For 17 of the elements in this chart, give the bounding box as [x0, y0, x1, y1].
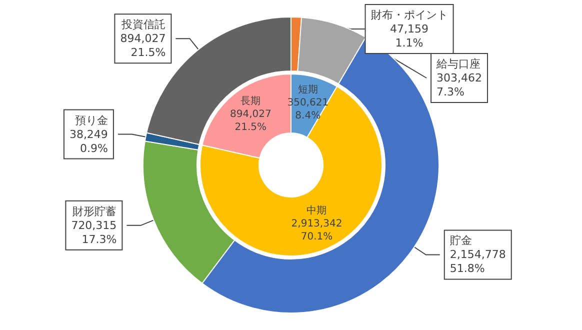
data-label: 2,913,342 70.1%: [291, 218, 342, 243]
slice-label: 短期: [298, 83, 318, 96]
data-label: 894,027 21.5%: [230, 109, 272, 134]
data-label: 720,315 17.3%: [71, 218, 117, 246]
slice-label: 預り金: [74, 114, 108, 127]
slice-label: 貯金: [450, 234, 472, 248]
data-label: 2,154,778 51.8%: [450, 248, 506, 276]
slice-label: 中期: [306, 204, 327, 217]
slice-label: 財形貯蓄: [72, 204, 117, 218]
data-label: 303,462 7.3%: [436, 72, 482, 98]
data-label: 894,027 21.5%: [120, 32, 166, 60]
slice-label: 投資信託: [120, 18, 166, 32]
data-label: 38,249 0.9%: [69, 128, 108, 155]
slice-label: 財布・ポイント: [370, 8, 448, 22]
slice-label: 給与口座: [436, 58, 481, 70]
slice-label: 長期: [240, 95, 261, 108]
data-label: 47,159 1.1%: [390, 22, 429, 50]
